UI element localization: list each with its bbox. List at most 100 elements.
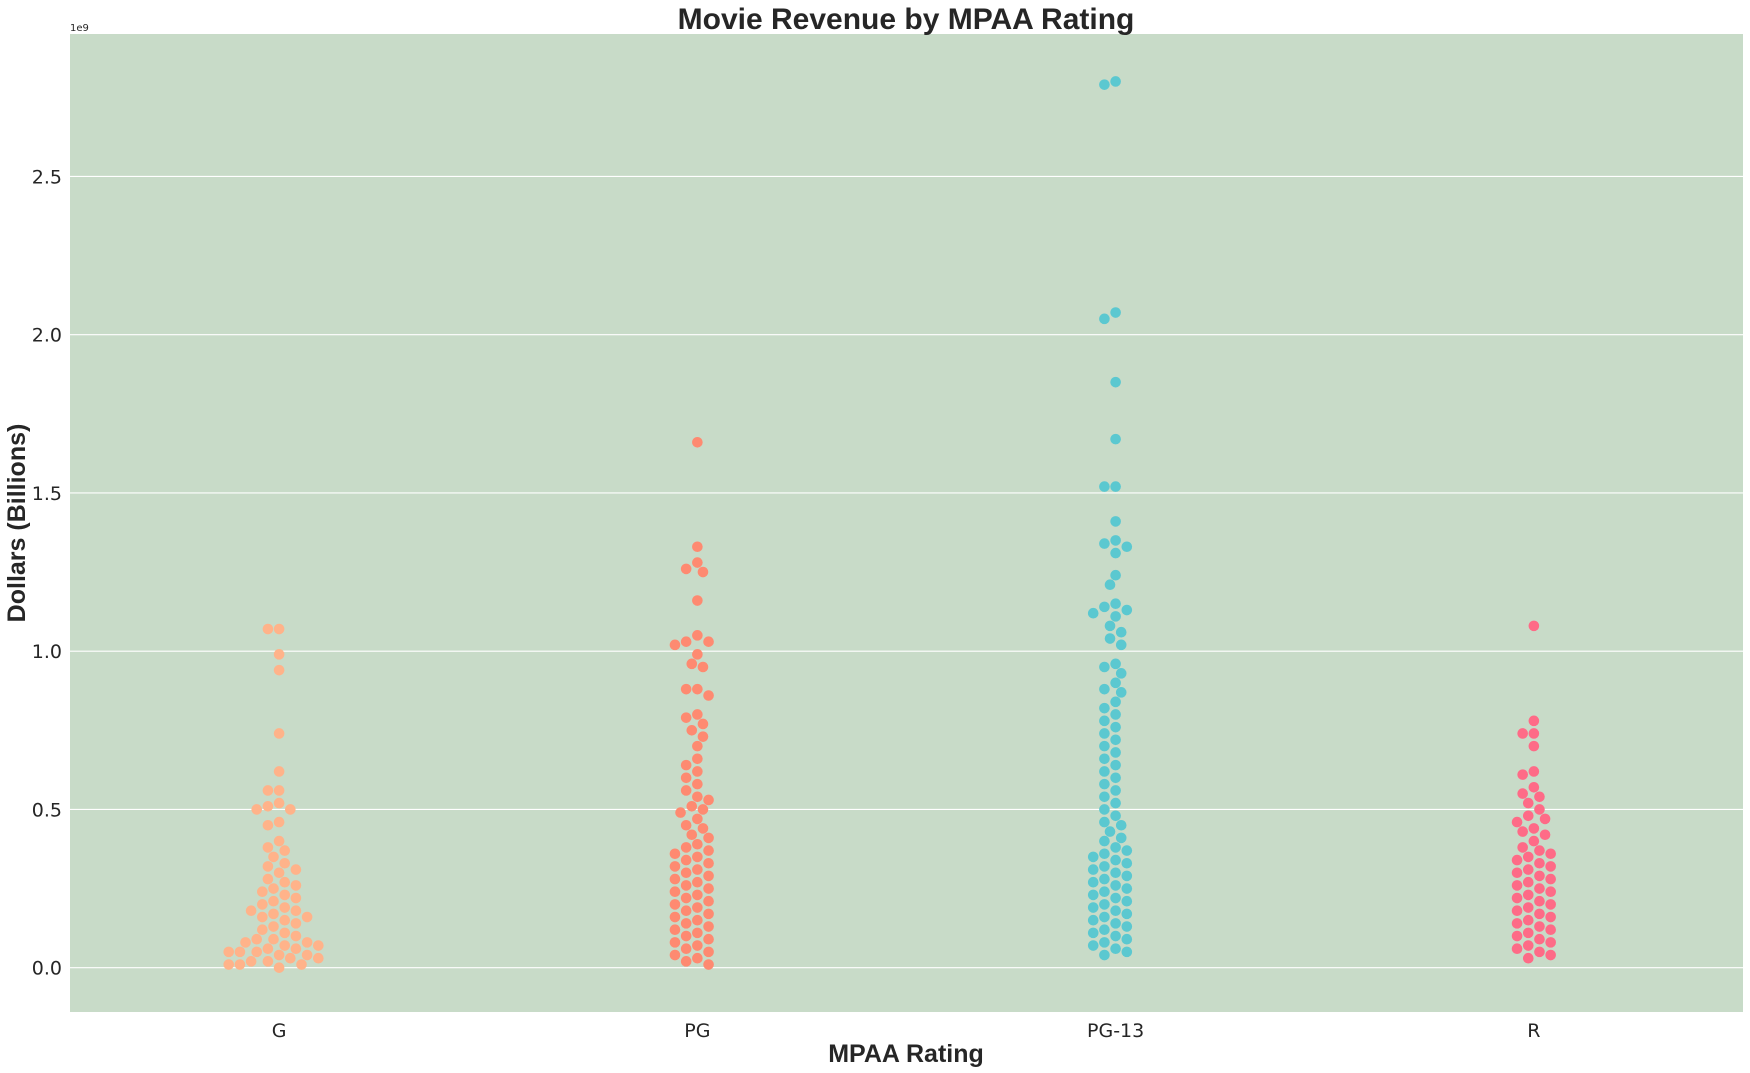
swarm-point-g xyxy=(273,623,285,635)
swarm-point-r xyxy=(1545,886,1556,898)
swarm-point-r xyxy=(1545,911,1556,923)
swarm-point-pg-13 xyxy=(1099,848,1110,860)
swarm-point-g xyxy=(257,924,268,936)
swarm-point-g xyxy=(290,905,302,917)
swarm-point-g xyxy=(223,946,235,958)
swarm-point-pg xyxy=(692,791,703,803)
swarm-point-r xyxy=(1511,918,1523,929)
swarm-point-r xyxy=(1517,788,1528,799)
swarm-point-r xyxy=(1545,848,1556,860)
swarm-point-r xyxy=(1534,804,1545,815)
swarm-point-pg-13 xyxy=(1104,579,1116,591)
swarm-point-r xyxy=(1511,854,1523,866)
swarm-point-r xyxy=(1534,921,1545,932)
swarm-point-pg-13 xyxy=(1121,946,1133,958)
swarm-point-r xyxy=(1545,861,1556,872)
swarm-point-pg-13 xyxy=(1110,677,1121,689)
swarm-point-pg xyxy=(692,851,703,863)
swarm-point-r xyxy=(1511,943,1523,954)
swarm-point-pg-13 xyxy=(1110,696,1121,708)
swarm-point-r xyxy=(1528,728,1540,739)
swarm-point-pg xyxy=(680,636,692,647)
swarm-point-r xyxy=(1528,823,1540,834)
swarm-point-pg xyxy=(680,943,692,954)
swarm-point-pg-13 xyxy=(1104,620,1116,632)
swarm-point-pg-13 xyxy=(1121,895,1133,907)
swarm-point-r xyxy=(1528,766,1540,777)
swarm-point-pg xyxy=(703,870,714,882)
swarm-point-g xyxy=(285,804,296,815)
swarm-point-pg xyxy=(692,740,703,752)
swarm-point-pg-13 xyxy=(1121,921,1133,932)
swarm-point-g xyxy=(262,956,274,967)
swarm-point-g xyxy=(290,880,302,891)
swarm-point-pg-13 xyxy=(1115,626,1127,638)
swarm-point-pg-13 xyxy=(1110,747,1121,758)
swarm-point-pg-13 xyxy=(1099,728,1110,739)
swarm-point-g xyxy=(290,930,302,942)
swarm-point-pg-13 xyxy=(1110,810,1121,822)
swarm-point-pg xyxy=(692,902,703,913)
swarm-point-pg-13 xyxy=(1087,607,1099,619)
swarm-point-pg xyxy=(692,889,703,901)
swarm-point-pg-13 xyxy=(1110,943,1121,954)
swarm-point-pg-13 xyxy=(1121,870,1133,882)
swarm-point-g xyxy=(290,918,302,929)
swarm-point-g xyxy=(273,664,285,676)
swarm-point-pg xyxy=(680,842,692,853)
swarm-point-g xyxy=(251,804,263,815)
swarm-point-r xyxy=(1522,940,1534,951)
swarm-point-pg-13 xyxy=(1115,819,1127,831)
swarm-point-g xyxy=(279,876,291,888)
swarm-point-pg xyxy=(692,753,703,765)
swarm-point-pg-13 xyxy=(1110,547,1121,559)
swarm-point-pg xyxy=(692,778,703,790)
swarm-point-pg-13 xyxy=(1099,861,1110,872)
swarm-point-r xyxy=(1517,842,1528,853)
swarm-point-r xyxy=(1511,867,1523,879)
swarm-point-r xyxy=(1534,870,1545,882)
swarm-point-g xyxy=(234,959,246,970)
swarm-point-pg-13 xyxy=(1110,785,1121,796)
swarm-point-pg xyxy=(692,630,703,641)
swarm-point-pg xyxy=(697,731,709,742)
swarm-point-pg-13 xyxy=(1099,804,1110,815)
swarm-point-pg-13 xyxy=(1099,702,1110,714)
swarm-point-r xyxy=(1534,895,1545,907)
swarm-point-g xyxy=(301,949,313,961)
swarm-point-pg-13 xyxy=(1110,709,1121,720)
swarm-point-g xyxy=(262,800,274,812)
swarm-point-pg xyxy=(669,937,681,948)
swarm-point-r xyxy=(1534,883,1545,894)
x-tick-labels: G PG PG-13 R xyxy=(272,1020,1541,1042)
swarm-point-pg-13 xyxy=(1115,687,1127,698)
swarm-point-g xyxy=(279,845,291,856)
swarm-point-r xyxy=(1522,797,1534,809)
swarm-point-g xyxy=(257,911,268,923)
swarm-point-g xyxy=(313,940,324,951)
swarm-point-pg-13 xyxy=(1087,851,1099,863)
swarm-point-g xyxy=(279,902,291,913)
x-tick-label: PG-13 xyxy=(1087,1020,1144,1042)
swarm-point-pg-13 xyxy=(1110,842,1121,853)
swarm-point-g xyxy=(285,952,296,964)
swarm-point-g xyxy=(262,842,274,853)
swarm-point-pg-13 xyxy=(1121,857,1133,869)
swarm-point-r xyxy=(1522,851,1534,863)
swarm-point-r xyxy=(1528,715,1540,727)
swarm-point-pg xyxy=(703,883,714,894)
swarm-point-r xyxy=(1534,857,1545,869)
swarm-point-g xyxy=(273,835,285,847)
swarm-point-pg xyxy=(669,639,681,651)
swarm-point-pg xyxy=(692,709,703,720)
swarm-point-pg-13 xyxy=(1110,481,1121,492)
swarm-point-pg-13 xyxy=(1099,886,1110,898)
swarm-point-g xyxy=(290,864,302,875)
swarm-point-pg-13 xyxy=(1099,661,1110,673)
swarm-point-pg-13 xyxy=(1110,433,1121,445)
swarm-point-pg-13 xyxy=(1110,611,1121,622)
swarm-point-r xyxy=(1528,781,1540,793)
swarm-point-g xyxy=(273,766,285,777)
swarm-point-pg xyxy=(697,718,709,730)
